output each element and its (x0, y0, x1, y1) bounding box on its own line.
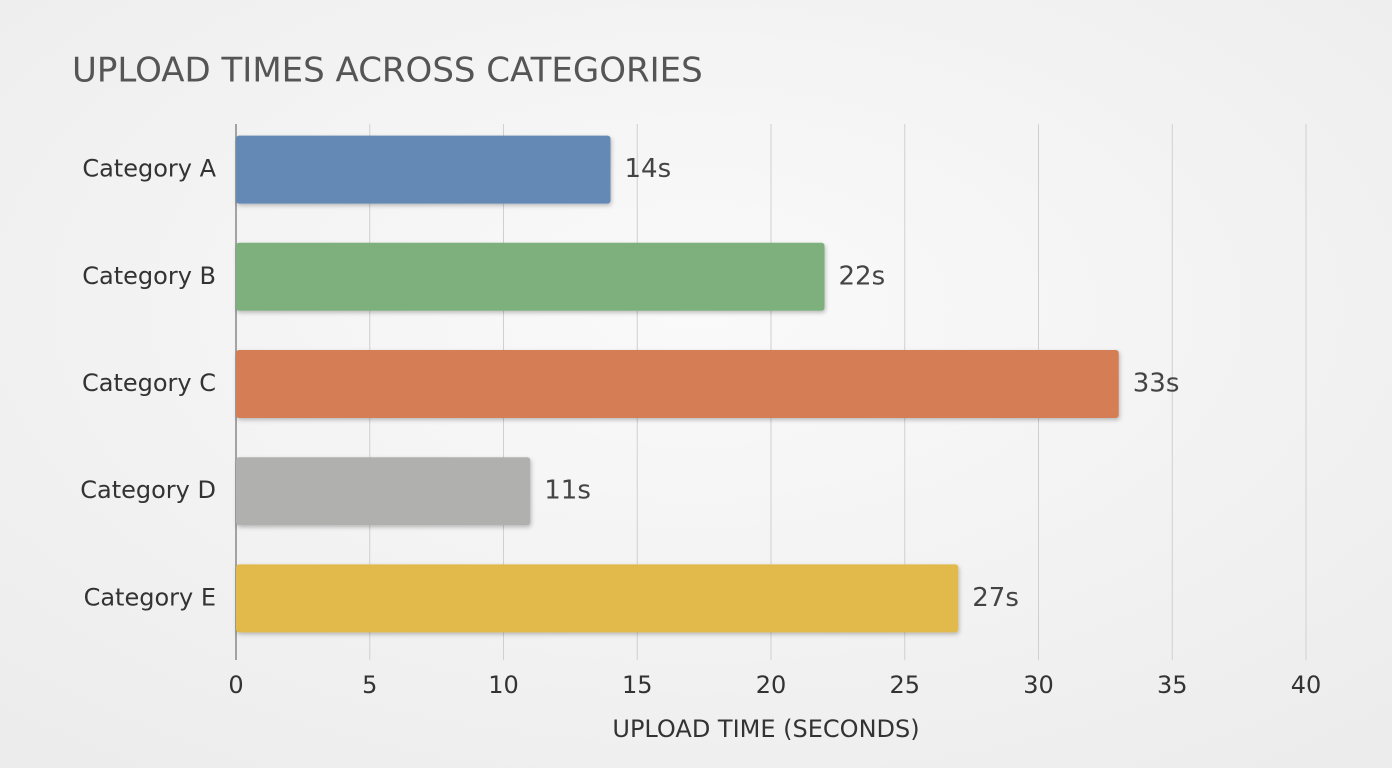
value-label: 14s (625, 154, 672, 184)
x-tick-label: 30 (1023, 671, 1054, 699)
y-tick-label: Category E (84, 583, 216, 611)
value-label: 33s (1133, 369, 1180, 399)
value-label: 27s (972, 583, 1019, 613)
x-tick-label: 0 (228, 671, 243, 699)
bar (236, 457, 531, 526)
x-tick-label: 10 (488, 671, 519, 699)
bar (236, 242, 825, 311)
x-tick-label: 20 (756, 671, 787, 699)
x-tick-label: 25 (889, 671, 920, 699)
x-tick-label: 35 (1157, 671, 1188, 699)
y-tick-label: Category D (80, 476, 216, 504)
y-tick-label: Category C (82, 369, 216, 397)
x-tick-label: 5 (362, 671, 377, 699)
bar (236, 564, 959, 633)
bar (236, 135, 611, 204)
x-tick-label: 15 (622, 671, 653, 699)
bar (236, 350, 1119, 418)
y-tick-label: Category B (82, 262, 216, 290)
y-tick-label: Category A (82, 155, 216, 183)
x-axis-label: UPLOAD TIME (SECONDS) (612, 715, 919, 743)
x-tick-label: 40 (1291, 671, 1322, 699)
value-label: 11s (544, 476, 591, 506)
value-label: 22s (839, 261, 886, 291)
chart-title: UPLOAD TIMES ACROSS CATEGORIES (72, 51, 703, 91)
